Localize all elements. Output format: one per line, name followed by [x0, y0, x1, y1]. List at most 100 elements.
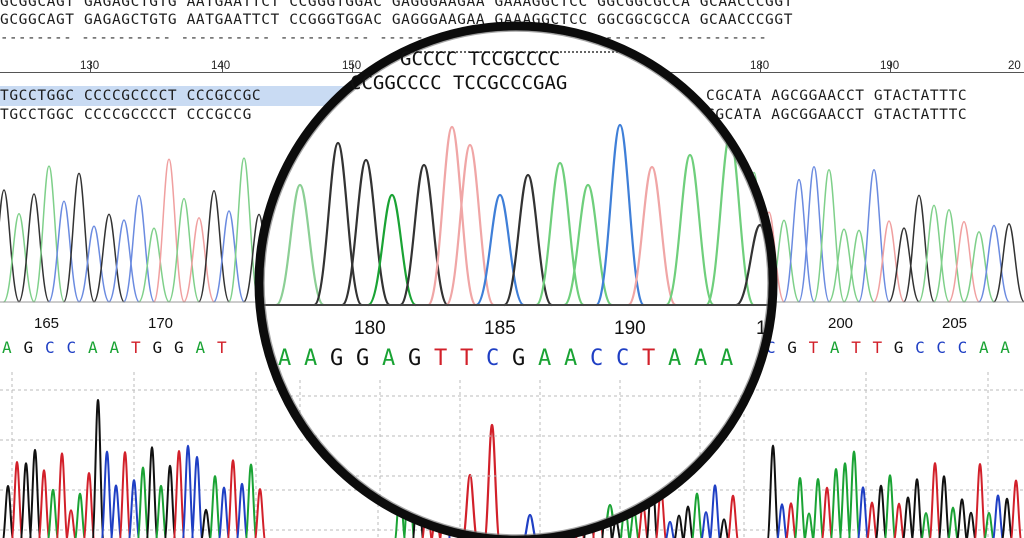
base-call-G: G — [356, 346, 370, 371]
chromatogram-peak — [17, 193, 51, 303]
ruler-tick — [352, 62, 353, 73]
base-call-A: A — [88, 338, 98, 357]
chromatogram-peak — [209, 475, 221, 538]
base-call-A: A — [978, 338, 989, 357]
chromatogram-peak — [119, 451, 131, 538]
base-call-A: A — [1000, 338, 1010, 357]
base-call-A: A — [304, 346, 318, 371]
base-call-T: T — [872, 338, 883, 357]
chromatogram-peak — [227, 459, 239, 538]
chromatogram-peak — [848, 450, 860, 538]
ruler-number: 140 — [211, 60, 231, 72]
chromatogram-peak — [38, 469, 50, 538]
chromatogram-peak — [29, 448, 41, 538]
chromatogram-peak — [974, 463, 986, 538]
chromatogram-peak — [101, 450, 113, 538]
chromatogram-peak — [11, 461, 23, 538]
chromatogram-peak — [929, 462, 941, 538]
ruler-number: 180 — [750, 60, 770, 72]
chromatogram-peak — [137, 227, 171, 303]
chromatogram-peak — [776, 503, 788, 538]
base-call-C: C — [45, 338, 55, 357]
chromatogram-peak — [182, 444, 194, 538]
chromatogram-peak — [146, 446, 158, 538]
chromatogram-peak — [212, 210, 246, 303]
zoom-position-label: 190 — [614, 318, 646, 339]
chromatogram-peak — [977, 224, 1011, 303]
chromatogram-peak — [727, 494, 739, 538]
base-call-G: G — [23, 338, 34, 357]
base-call-A: A — [694, 346, 708, 371]
zoom-chromatogram-peak — [475, 193, 525, 307]
chromatogram-peak — [56, 452, 68, 538]
base-call-T: T — [434, 346, 448, 371]
top-sequence-row-1: GCGGCAGT GAGAGCTGTG AATGAATTCT CCGGGTGGA… — [0, 0, 794, 10]
chromatogram-peak — [827, 228, 861, 303]
position-label: 200 — [828, 315, 854, 332]
base-call-C: C — [66, 338, 77, 357]
chromatogram-peak — [91, 398, 105, 538]
chromatogram-peak — [984, 511, 994, 538]
chromatogram-peak — [122, 194, 156, 303]
ruler-tick — [90, 62, 91, 73]
chromatogram-peak — [701, 511, 711, 538]
base-call-C: C — [616, 346, 630, 371]
base-call-T: T — [217, 338, 227, 357]
chromatogram-peak — [842, 229, 876, 303]
base-call-T: T — [808, 338, 819, 357]
zoom-chromatogram-peak — [275, 183, 325, 307]
lens-seq-row-1: GCCCC TCCGCCCC — [400, 48, 561, 70]
ruler-number: 130 — [80, 60, 100, 72]
base-call-C: C — [957, 338, 968, 357]
chromatogram-peak — [887, 227, 921, 303]
base-call-A: A — [720, 346, 734, 371]
chromatogram-peak — [966, 511, 976, 538]
chromatogram-peak — [47, 200, 81, 303]
chromatogram-peak — [0, 189, 21, 303]
base-call-G: G — [408, 346, 422, 371]
aligned-row-2-right: CGCATA AGCGGAACCT GTACTATTTC — [706, 107, 968, 123]
zoom-chromatogram-peak — [735, 223, 772, 307]
base-call-A: A — [829, 338, 840, 357]
chromatogram-peak — [830, 467, 842, 538]
ruler-number: 190 — [880, 60, 900, 72]
zoom-chromatogram-peak — [427, 125, 477, 307]
chromatogram-peak — [173, 449, 185, 538]
position-label: 170 — [148, 315, 174, 332]
chromatogram-peak — [32, 165, 66, 303]
chromatogram-peak — [665, 520, 675, 538]
chromatogram-peak — [947, 221, 981, 303]
chromatogram-peak — [227, 157, 261, 303]
base-call-A: A — [278, 346, 292, 371]
chromatogram-peak — [782, 178, 816, 303]
chromatogram-peak — [797, 166, 831, 303]
chromatogram-peak — [872, 220, 906, 303]
chromatogram-peak — [674, 514, 684, 538]
zoom-position-label: 1 — [756, 318, 767, 339]
chromatogram-peak — [245, 463, 257, 538]
chromatogram-peak — [857, 168, 891, 303]
chromatogram-peak — [839, 462, 851, 538]
chromatogram-peak — [812, 168, 846, 303]
chromatogram-peak — [911, 478, 923, 538]
base-call-C: C — [486, 346, 500, 371]
aligned-row-1: TGCCTGGC CCCCGCCCCT CCCGCCGC — [0, 88, 262, 104]
chromatogram-peak — [107, 219, 141, 303]
chromatogram-peak — [992, 223, 1024, 303]
zoom-chromatogram-peak — [367, 193, 417, 307]
base-call-A: A — [109, 338, 120, 357]
zoom-chromatogram-peak — [482, 423, 502, 538]
chromatogram-peak — [857, 486, 869, 538]
chromatogram-peak — [709, 484, 721, 538]
base-call-C: C — [766, 338, 776, 357]
chromatogram-peak — [932, 209, 966, 303]
zoom-chromatogram-peak — [627, 165, 677, 307]
chromatogram-peak — [2, 212, 36, 303]
chromatogram-peak — [197, 189, 231, 303]
zoom-position-label: 180 — [354, 318, 386, 339]
chromatogram-peak — [92, 213, 126, 303]
base-call-A: A — [668, 346, 682, 371]
